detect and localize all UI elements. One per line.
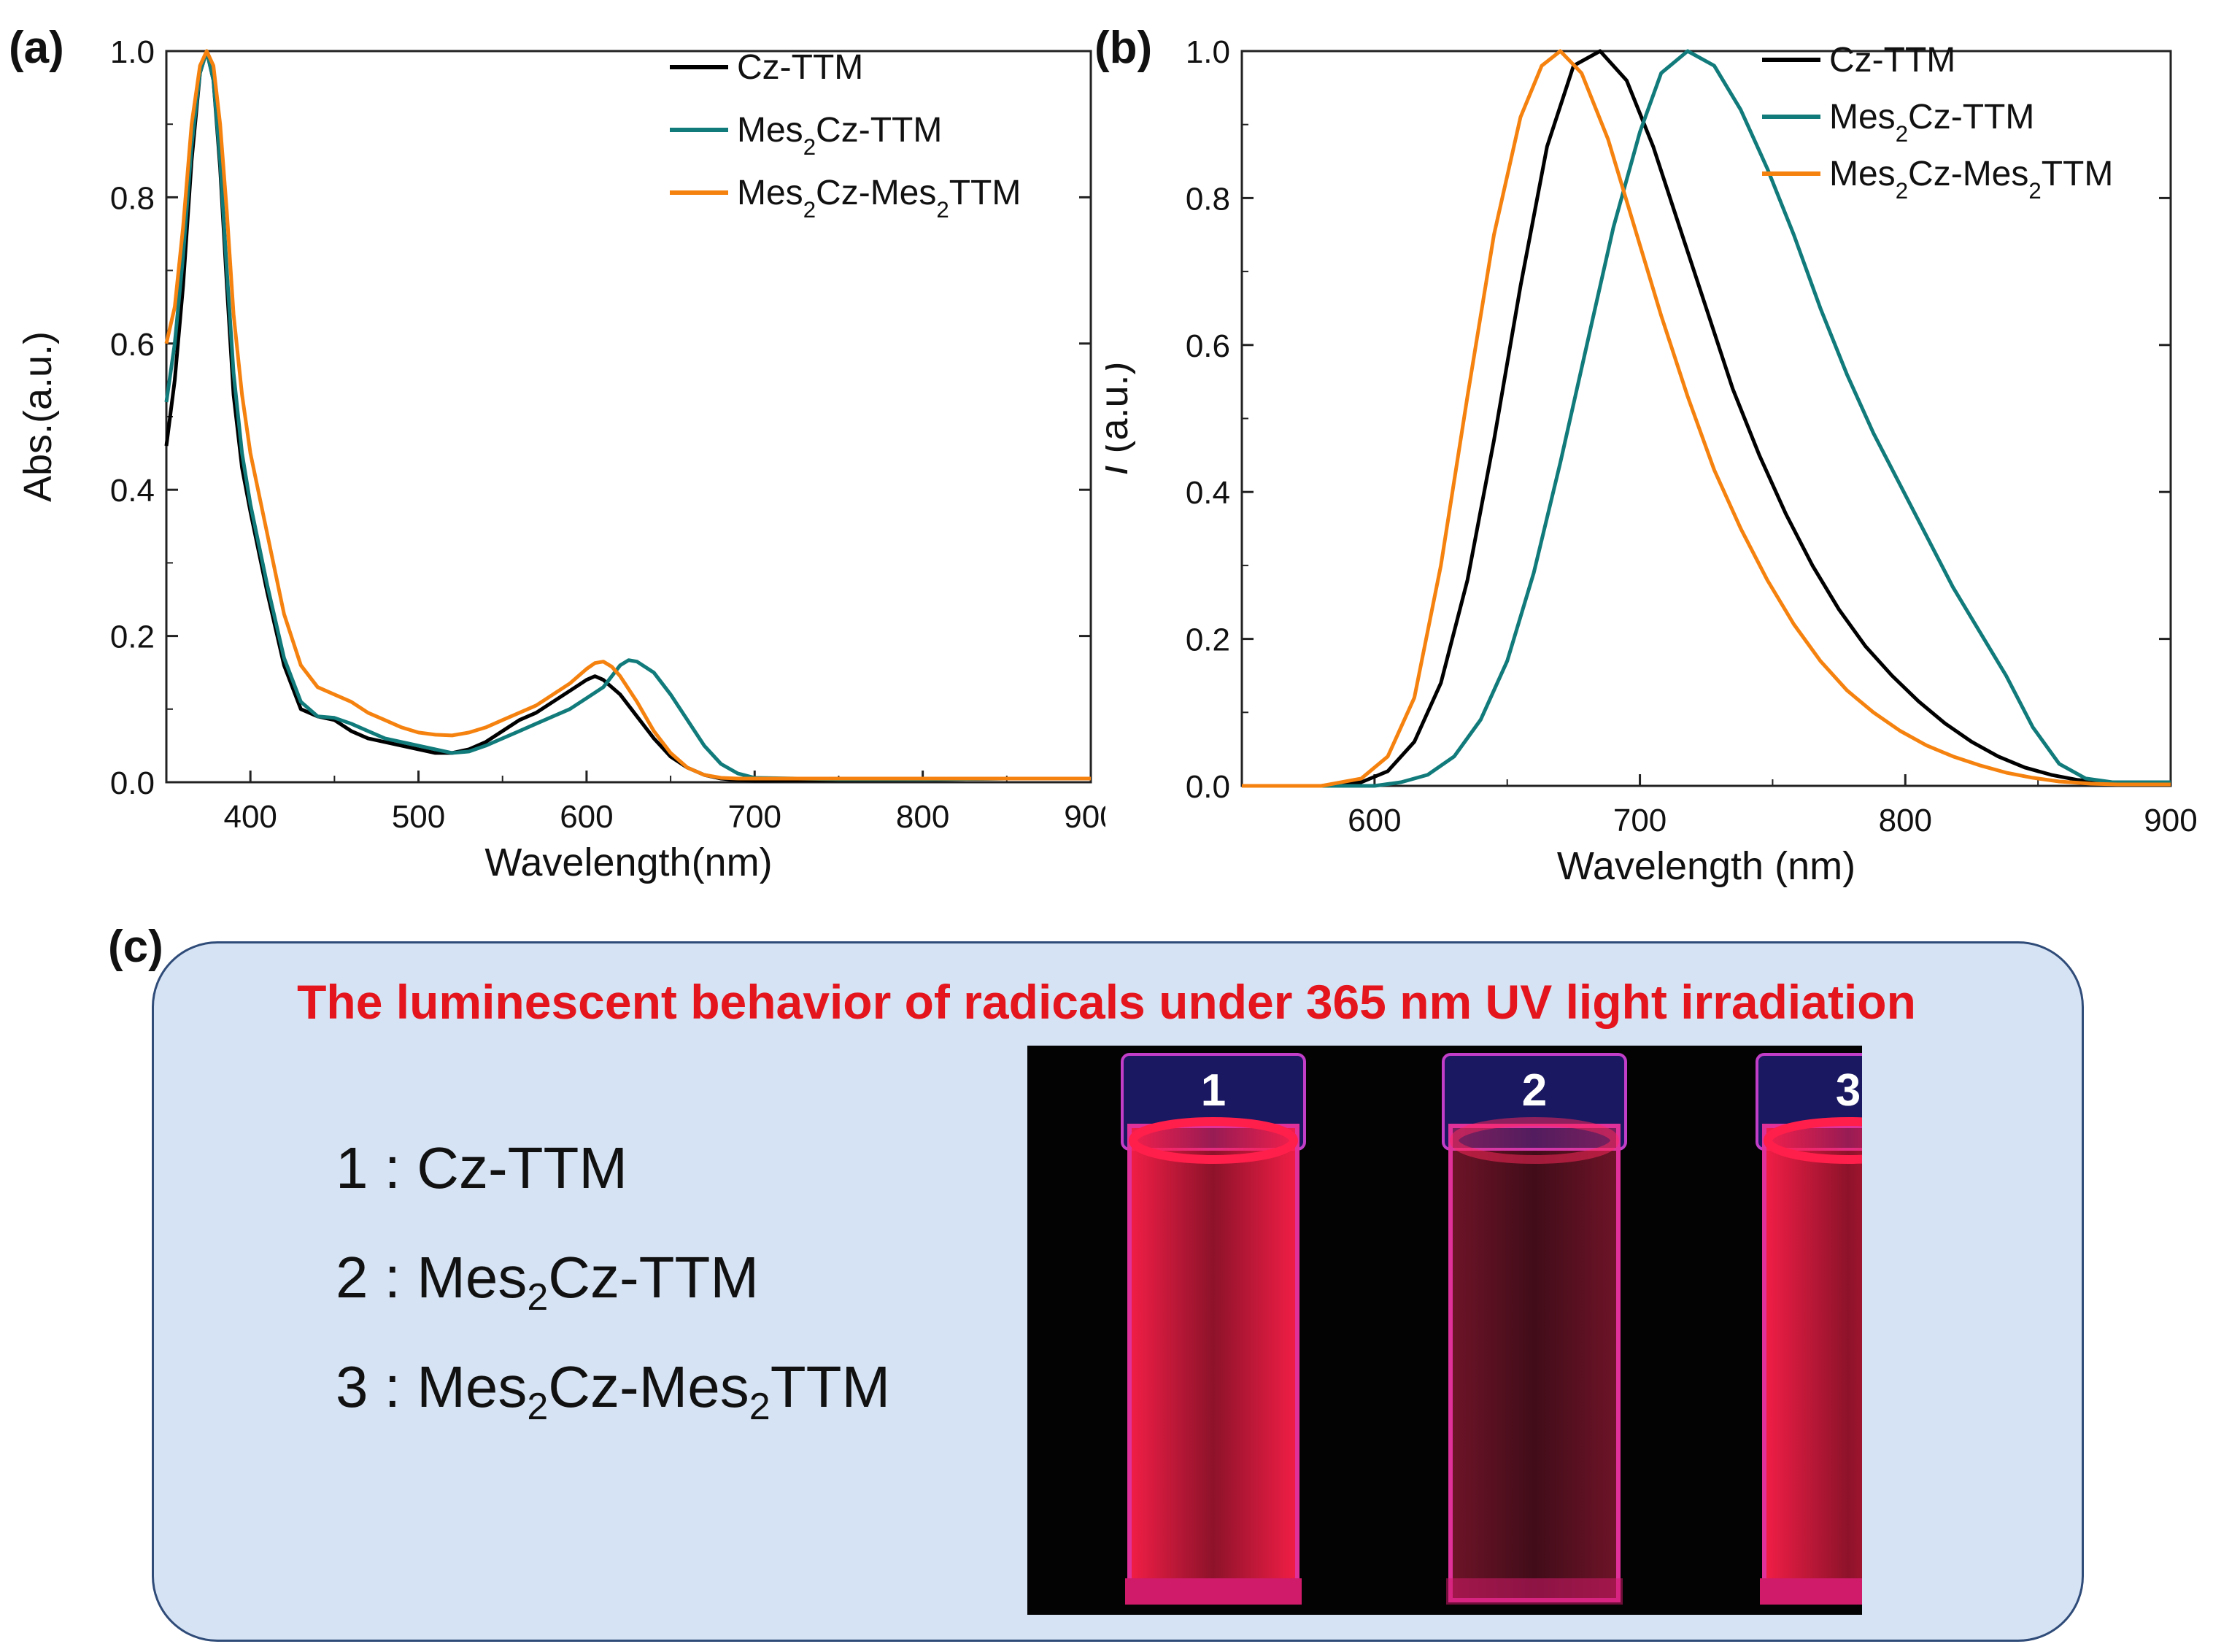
legend-c-subscript: 2 bbox=[527, 1386, 549, 1428]
cuvette-label: 3 bbox=[1836, 1065, 1861, 1116]
panel-label-b: (b) bbox=[1094, 23, 1153, 73]
y-tick-label: 0.4 bbox=[1186, 475, 1230, 511]
y-tick-label: 0.2 bbox=[110, 620, 155, 655]
panel-c-title: The luminescent behavior of radicals und… bbox=[297, 975, 1916, 1029]
y-tick-label: 0.6 bbox=[1186, 328, 1230, 364]
legend-c-subscript: 2 bbox=[749, 1386, 771, 1428]
legend-label: Mes2Cz-TTM bbox=[1829, 98, 2034, 147]
cuvette-base bbox=[1760, 1578, 1936, 1605]
legend-label: Mes2Cz-Mes2TTM bbox=[1829, 155, 2113, 204]
legend-label: Mes2Cz-TTM bbox=[737, 111, 942, 160]
legend-c-number: 1 bbox=[336, 1135, 368, 1200]
legend-c-item-1: 1 : Cz-TTM bbox=[336, 1135, 627, 1202]
y-axis-label: Abs.(a.u.) bbox=[16, 331, 60, 502]
y-tick-label: 0.8 bbox=[1186, 181, 1230, 217]
legend-c-compound-mid: Cz-Mes bbox=[548, 1354, 749, 1419]
y-tick-label: 1.0 bbox=[1186, 34, 1230, 70]
series-line-mes2cz-mes2ttm bbox=[1242, 49, 2171, 788]
y-tick-label: 0.8 bbox=[110, 180, 155, 216]
legend-c-separator: : bbox=[368, 1245, 417, 1310]
legend-c-separator: : bbox=[368, 1135, 417, 1200]
x-tick-label: 600 bbox=[560, 799, 613, 835]
legend-c-separator: : bbox=[368, 1354, 417, 1419]
y-tick-label: 0.6 bbox=[110, 327, 155, 363]
legend-c-item-2: 2 : Mes2Cz-TTM bbox=[336, 1244, 759, 1319]
cuvette-photo: 1 2 3 bbox=[1027, 1046, 1941, 1615]
cuvette-body bbox=[1762, 1124, 1934, 1602]
cuvette-meniscus bbox=[1450, 1117, 1619, 1164]
series-line-mes2cz-ttm bbox=[1242, 49, 2171, 788]
legend-c-item-3: 3 : Mes2Cz-Mes2TTM bbox=[336, 1354, 890, 1429]
cuvette-meniscus bbox=[1129, 1117, 1298, 1164]
y-tick-label: 0.4 bbox=[110, 473, 155, 509]
x-tick-label: 500 bbox=[392, 799, 445, 835]
x-tick-label: 900 bbox=[1064, 799, 1105, 835]
y-tick-label: 0.0 bbox=[110, 765, 155, 801]
panel-label-c: (c) bbox=[108, 922, 163, 972]
x-tick-label: 800 bbox=[1879, 803, 1932, 838]
cuvette-body bbox=[1448, 1124, 1621, 1602]
y-tick-label: 0.2 bbox=[1186, 622, 1230, 658]
cuvette-base bbox=[1125, 1578, 1302, 1605]
x-tick-label: 900 bbox=[2144, 803, 2197, 838]
cuvette-body bbox=[1127, 1124, 1299, 1602]
legend-c-number: 3 bbox=[336, 1354, 368, 1419]
legend-label: Cz-TTM bbox=[1829, 41, 1955, 80]
x-axis-label: Wavelength (nm) bbox=[1557, 844, 1855, 888]
cuvette-base bbox=[1446, 1578, 1623, 1605]
emission-chart: 0.0 0.2 0.4 0.6 0.8 1.0 600 700 800 900 Wavelength… bbox=[1105, 34, 2198, 888]
legend-c-compound: Cz-TTM bbox=[417, 1135, 627, 1200]
y-axis-label: I (a.u.) bbox=[1105, 361, 1136, 475]
legend-c-compound: Mes bbox=[417, 1354, 528, 1419]
legend-c-compound: Mes bbox=[417, 1245, 528, 1310]
absorption-chart: 0.0 0.2 0.4 0.6 0.8 1.0 400 500 600 700 800 900 Wave… bbox=[16, 34, 1105, 884]
cuvette-label: 1 bbox=[1201, 1065, 1226, 1116]
cuvette-label: 2 bbox=[1522, 1065, 1547, 1116]
series-line-mes2cz-mes2ttm bbox=[164, 49, 1091, 781]
series-line-cz-ttm bbox=[1242, 49, 2171, 788]
legend-c-compound-tail: TTM bbox=[770, 1354, 891, 1419]
x-tick-label: 800 bbox=[896, 799, 949, 835]
legend-c-compound-tail: Cz-TTM bbox=[548, 1245, 760, 1310]
x-tick-label: 700 bbox=[728, 799, 781, 835]
legend-label: Cz-TTM bbox=[737, 48, 863, 87]
y-tick-label: 0.0 bbox=[1186, 769, 1230, 805]
x-tick-label: 400 bbox=[223, 799, 277, 835]
legend-c-subscript: 2 bbox=[527, 1276, 549, 1319]
series-line-mes2cz-ttm bbox=[164, 49, 1091, 781]
cuvette-photo-drawing: 1 2 3 bbox=[1121, 1053, 1941, 1605]
x-axis-label: Wavelength(nm) bbox=[484, 841, 772, 884]
panel-label-a: (a) bbox=[9, 23, 64, 73]
x-tick-label: 600 bbox=[1348, 803, 1401, 838]
x-tick-label: 700 bbox=[1613, 803, 1666, 838]
legend-c-number: 2 bbox=[336, 1245, 368, 1310]
y-tick-label: 1.0 bbox=[110, 34, 155, 70]
plot-frame bbox=[1240, 50, 2172, 787]
legend-label: Mes2Cz-Mes2TTM bbox=[737, 174, 1021, 223]
